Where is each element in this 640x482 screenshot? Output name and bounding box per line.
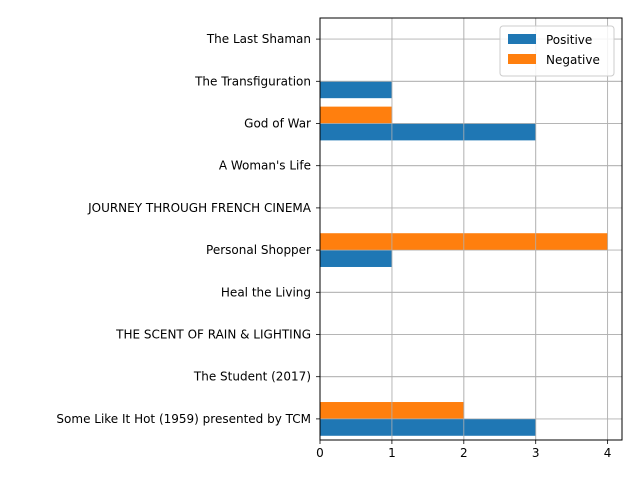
y-tick-label: JOURNEY THROUGH FRENCH CINEMA [87,201,312,215]
y-tick-label: Some Like It Hot (1959) presented by TCM [56,412,311,426]
x-tick-label: 2 [460,446,468,460]
x-tick-label: 4 [604,446,612,460]
y-tick-label: Personal Shopper [206,243,311,257]
axes-layer: 0 1 2 3 4 Some Like It Hot (1959) presented b… [56,17,623,460]
legend-label-negative: Negative [546,53,600,67]
y-tick-label: The Last Shaman [206,32,311,46]
bar-positive [320,250,392,267]
legend-swatch-positive [508,34,536,44]
bar-positive [320,418,536,436]
legend: Positive Negative [499,25,615,77]
grid-overlay [319,18,622,440]
y-tick-label: Heal the Living [221,285,311,299]
bar-positive [320,123,536,141]
y-tick-label: The Transfiguration [194,74,311,88]
bar-positive [320,81,392,99]
bar-negative [320,106,392,124]
plot-frame [319,17,623,441]
y-tick-label: God of War [244,117,311,131]
y-tick-label: THE SCENT OF RAIN & LIGHTING [115,328,311,342]
legend-label-positive: Positive [546,33,592,47]
y-tick-label: A Woman's Life [219,159,311,173]
x-tick-label: 1 [388,446,396,460]
x-tick-label: 0 [316,446,324,460]
x-tick-label: 3 [532,446,540,460]
legend-swatch-negative [508,54,536,64]
y-tick-label: The Student (2017) [193,370,311,384]
